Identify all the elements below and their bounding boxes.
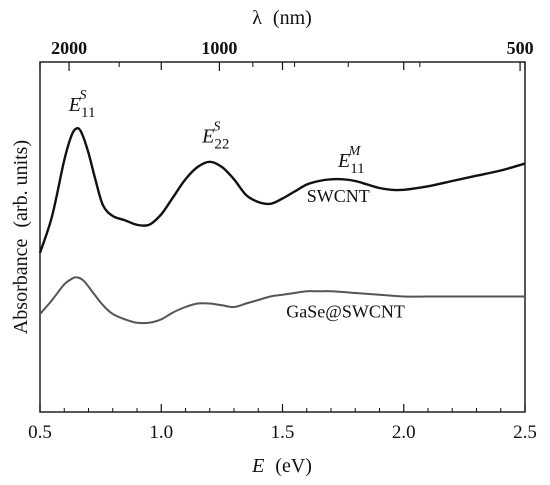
peak-label-sup: M [348,144,362,159]
bottom-axis-ticks: 0.5 1.0 1.5 2.0 2.5 [28,62,537,443]
series-name-label: GaSe@SWCNT [286,302,405,322]
x-tick-label: 2.5 [513,422,537,443]
peak-label-sup: S [213,120,220,135]
plot-frame [39,61,526,413]
x-tick-label: 0.5 [28,422,52,443]
series-gase-swcnt-line [39,276,525,325]
x-axis-label: E (eV) [251,455,312,477]
peak-label-base: E [337,150,350,172]
top-tick-label: 500 [507,38,534,58]
peak-label-sub: 22 [214,137,229,153]
peak-label-base: E [68,94,81,116]
top-tick-label: 1000 [201,38,237,58]
peak-label-sub: 11 [81,105,95,121]
x-tick-label: 1.0 [149,422,173,443]
series-group [38,127,526,325]
peak-label: E11 M [337,144,365,177]
series-swcnt-line [38,127,526,254]
peak-label-sup: S [79,88,86,103]
x-axis-unit: (eV) [275,455,312,477]
top-tick-label: 2000 [51,38,87,58]
y-axis-unit: (arb. units) [10,140,32,228]
top-axis-symbol: λ [252,7,262,29]
top-axis-label: λ (nm) [252,7,312,29]
top-axis-ticks: 2000 1000 500 [51,38,534,71]
top-axis-unit: (nm) [273,7,312,29]
peak-label-sub: 11 [350,161,364,177]
x-axis-symbol: E [251,455,264,477]
y-axis-title: Absorbance [10,239,32,335]
peak-label-base: E [201,126,214,148]
x-tick-label: 1.5 [271,422,295,443]
y-axis-label: Absorbance (arb. units) [10,140,32,334]
peak-label: E11 S [68,88,96,121]
peak-label: E22 S [201,120,229,153]
series-name-label: SWCNT [307,186,370,206]
x-tick-label: 2.0 [392,422,416,443]
